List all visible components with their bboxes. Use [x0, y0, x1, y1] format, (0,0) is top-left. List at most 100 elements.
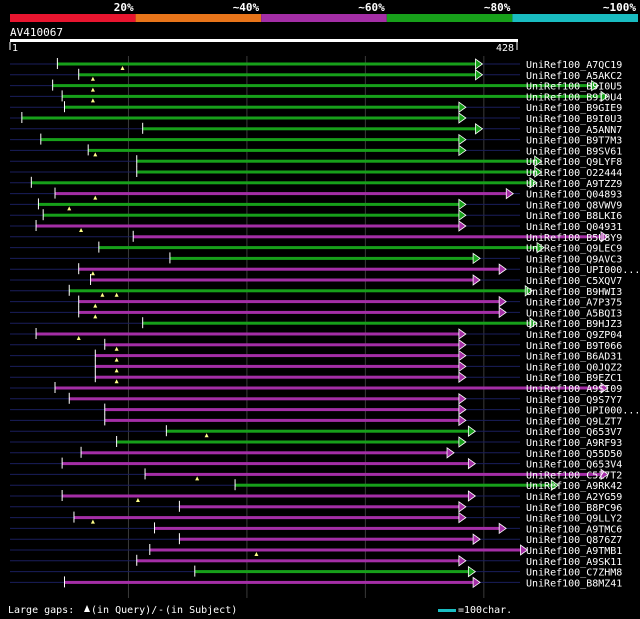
hit-label[interactable]: UniRef100_Q653V7 — [526, 427, 622, 438]
hit-label[interactable]: UniRef100_UPI000... — [526, 265, 640, 276]
hit-label[interactable]: UniRef100_A9RF93 — [526, 438, 622, 449]
hit-label[interactable]: UniRef100_A5AKC2 — [526, 71, 622, 82]
hit-label[interactable]: UniRef100_B8PC96 — [526, 503, 622, 514]
hit-label[interactable]: UniRef100_Q9LZT7 — [526, 416, 622, 427]
hit-row[interactable]: UniRef100_A9SK11 — [10, 554, 622, 568]
hit-label[interactable]: UniRef100_Q9AVC3 — [526, 254, 622, 265]
hit-label[interactable]: UniRef100_Q876Z7 — [526, 535, 622, 546]
hit-label[interactable]: UniRef100_B9T7M3 — [526, 136, 622, 147]
hit-row[interactable]: UniRef100_Q9ZP04 — [10, 328, 622, 341]
hit-row[interactable]: UniRef100_Q04893 — [10, 187, 622, 201]
hit-row[interactable]: UniRef100_A9TZZ9 — [10, 176, 622, 190]
hit-row[interactable]: UniRef100_B9T7M3 — [10, 133, 622, 147]
hit-row[interactable]: UniRef100_B9I0U5 — [10, 79, 622, 93]
hit-row[interactable]: UniRef100_Q9LZT7 — [10, 414, 622, 427]
hit-label[interactable]: UniRef100_Q8VWV9 — [526, 200, 622, 211]
hit-row[interactable]: UniRef100_B9I0U4 — [10, 90, 622, 103]
hit-end-arrow — [529, 177, 538, 189]
hit-row[interactable]: UniRef100_A9TMB1 — [10, 544, 622, 557]
hit-row[interactable]: UniRef100_A5AKC2 — [10, 68, 622, 82]
hit-label[interactable]: UniRef100_B5U8Y9 — [526, 233, 622, 244]
hit-label[interactable]: UniRef100_Q9ZP04 — [526, 330, 622, 341]
hit-label[interactable]: UniRef100_B9T066 — [526, 341, 622, 352]
hit-label[interactable]: UniRef100_A9SK11 — [526, 557, 622, 568]
hit-label[interactable]: UniRef100_A7P375 — [526, 298, 622, 309]
hit-row[interactable]: UniRef100_Q9LEC9 — [10, 241, 622, 255]
hit-label[interactable]: UniRef100_B9GIE9 — [526, 103, 622, 114]
hit-row[interactable]: UniRef100_B9I0U3 — [10, 112, 622, 125]
hit-label[interactable]: UniRef100_A9SI09 — [526, 384, 622, 395]
hit-row[interactable]: UniRef100_B8PC96 — [10, 500, 622, 514]
hit-label[interactable]: UniRef100_B9HWI3 — [526, 287, 622, 298]
hit-label[interactable]: UniRef100_A9TMC6 — [526, 524, 622, 535]
hit-label[interactable]: UniRef100_Q55D50 — [526, 449, 622, 460]
hit-label[interactable]: UniRef100_B6AD31 — [526, 352, 622, 363]
hit-label[interactable]: UniRef100_C5Z7T2 — [526, 470, 622, 481]
hit-row[interactable]: UniRef100_B5U8Y9 — [10, 230, 622, 244]
hit-row[interactable]: UniRef100_B8MZ41 — [10, 576, 622, 589]
hit-label[interactable]: UniRef100_Q04931 — [526, 222, 622, 233]
hit-label[interactable]: UniRef100_Q04893 — [526, 190, 622, 201]
hit-row[interactable]: UniRef100_A9RK42 — [10, 479, 622, 492]
hit-label[interactable]: UniRef100_A2YG59 — [526, 492, 622, 503]
hit-label[interactable]: UniRef100_A5ANN7 — [526, 125, 622, 136]
hit-label[interactable]: UniRef100_Q9LYF8 — [526, 157, 622, 168]
hit-label[interactable]: UniRef100_A5BQI3 — [526, 308, 622, 319]
hit-row[interactable]: UniRef100_Q8VWV9 — [10, 198, 622, 211]
hit-row[interactable]: UniRef100_O22444 — [10, 166, 622, 179]
hit-label[interactable]: UniRef100_B8LKI6 — [526, 211, 622, 222]
hit-row[interactable]: UniRef100_B9HJZ3 — [10, 317, 622, 330]
hit-label[interactable]: UniRef100_C5XQV7 — [526, 276, 622, 287]
hit-label[interactable]: UniRef100_A9TZZ9 — [526, 179, 622, 190]
hit-label[interactable]: UniRef100_B9I0U5 — [526, 82, 622, 93]
hit-label[interactable]: UniRef100_B9I0U4 — [526, 92, 622, 103]
hit-label[interactable]: UniRef100_O22444 — [526, 168, 622, 179]
hit-row[interactable]: UniRef100_B9HWI3 — [10, 284, 622, 298]
hit-row[interactable]: UniRef100_Q9S7Y7 — [10, 392, 622, 406]
hit-row[interactable]: UniRef100_C5Z7T2 — [10, 468, 622, 481]
hit-label[interactable]: UniRef100_B9SV61 — [526, 146, 622, 157]
hit-row[interactable]: UniRef100_C5XQV7 — [10, 274, 622, 287]
hit-row[interactable]: UniRef100_B9GIE9 — [10, 101, 622, 114]
hit-row[interactable]: UniRef100_UPI000... — [10, 403, 640, 417]
hit-label[interactable]: UniRef100_B9HJZ3 — [526, 319, 622, 330]
hit-label[interactable]: UniRef100_B9EZC1 — [526, 373, 622, 384]
hit-label[interactable]: UniRef100_UPI000... — [526, 406, 640, 417]
hit-row[interactable]: UniRef100_A7P375 — [10, 295, 622, 309]
hit-row[interactable]: UniRef100_A2YG59 — [10, 490, 622, 503]
hit-row[interactable]: UniRef100_Q653V4 — [10, 457, 622, 471]
hit-label[interactable]: UniRef100_B8MZ41 — [526, 578, 622, 589]
hit-label[interactable]: UniRef100_A9TMB1 — [526, 546, 622, 557]
hit-row[interactable]: UniRef100_UPI000... — [10, 263, 640, 276]
hit-row[interactable]: UniRef100_Q9LYF8 — [10, 155, 622, 168]
hit-row[interactable]: UniRef100_A9TMC6 — [10, 522, 622, 535]
hit-label[interactable]: UniRef100_A9RK42 — [526, 481, 622, 492]
hit-row[interactable]: UniRef100_Q876Z7 — [10, 533, 622, 546]
hit-row[interactable]: UniRef100_B6AD31 — [10, 349, 622, 363]
hit-row[interactable]: UniRef100_A5BQI3 — [10, 306, 622, 319]
hit-row[interactable]: UniRef100_A5ANN7 — [10, 122, 622, 136]
hit-label[interactable]: UniRef100_Q9S7Y7 — [526, 395, 622, 406]
hit-row[interactable]: UniRef100_Q9LLY2 — [10, 511, 622, 525]
hit-row[interactable]: UniRef100_B8LKI6 — [10, 209, 622, 222]
hit-label[interactable]: UniRef100_Q9LLY2 — [526, 514, 622, 525]
hit-row[interactable]: UniRef100_A9SI09 — [10, 382, 622, 395]
hit-row[interactable]: UniRef100_Q653V7 — [10, 425, 622, 438]
hit-label[interactable]: UniRef100_B9I0U3 — [526, 114, 622, 125]
hit-label[interactable]: UniRef100_Q653V4 — [526, 460, 622, 471]
hit-label[interactable]: UniRef100_A7QC19 — [526, 60, 622, 71]
hit-label[interactable]: UniRef100_Q9LEC9 — [526, 244, 622, 255]
hit-row[interactable]: UniRef100_A7QC19 — [10, 58, 622, 71]
hit-row[interactable]: UniRef100_Q04931 — [10, 220, 622, 233]
hit-row[interactable]: UniRef100_Q0JQZ2 — [10, 360, 622, 373]
hit-row[interactable]: UniRef100_Q55D50 — [10, 446, 622, 460]
hit-end-arrow — [458, 112, 467, 124]
hit-label[interactable]: UniRef100_C7ZHM8 — [526, 568, 622, 579]
hit-label[interactable]: UniRef100_Q0JQZ2 — [526, 362, 622, 373]
hit-row[interactable]: UniRef100_A9RF93 — [10, 436, 622, 449]
hit-row[interactable]: UniRef100_B9T066 — [10, 338, 622, 352]
hit-row[interactable]: UniRef100_Q9AVC3 — [10, 252, 622, 265]
hit-row[interactable]: UniRef100_C7ZHM8 — [10, 565, 622, 579]
hit-row[interactable]: UniRef100_B9SV61 — [10, 144, 622, 157]
hit-row[interactable]: UniRef100_B9EZC1 — [10, 371, 622, 384]
